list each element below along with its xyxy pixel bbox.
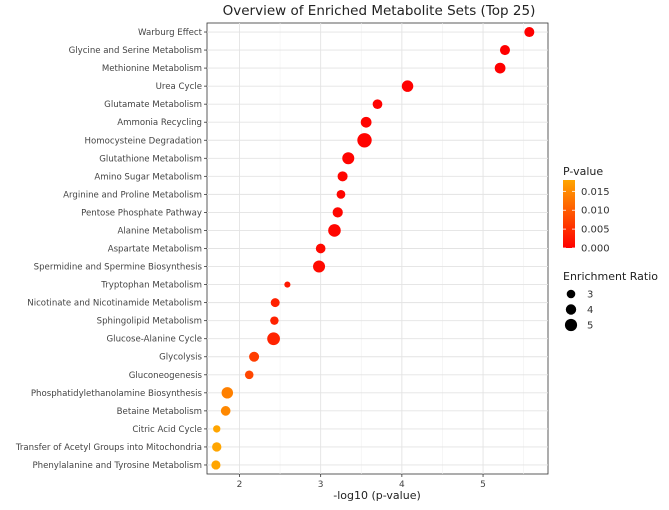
size-legend-key <box>564 318 578 332</box>
y-tick-label: Phosphatidylethanolamine Biosynthesis <box>31 389 203 399</box>
y-tick-label: Spermidine and Spermine Biosynthesis <box>34 263 203 273</box>
data-point <box>221 387 234 399</box>
x-tick-label: 4 <box>399 480 405 490</box>
data-point <box>401 80 414 92</box>
y-tick-label: Urea Cycle <box>156 82 202 92</box>
data-point <box>499 45 510 56</box>
x-tick-label: 5 <box>480 480 486 490</box>
data-point <box>220 406 231 416</box>
y-tick-label: Sphingolipid Metabolism <box>97 317 202 327</box>
y-tick-label: Glycine and Serine Metabolism <box>69 46 202 56</box>
y-tick-label: Alanine Metabolism <box>117 226 202 236</box>
enrichment-ratio-size-legend: Enrichment Ratio 3 4 5 <box>563 270 658 332</box>
y-tick-label: Betaine Metabolism <box>117 407 202 417</box>
data-point <box>315 243 326 254</box>
data-point <box>270 316 279 325</box>
data-point <box>212 442 222 452</box>
size-legend-key <box>566 289 576 299</box>
y-tick-label: Arginine and Proline Metabolism <box>63 190 202 200</box>
color-legend-title: P-value <box>563 165 603 178</box>
y-tick-label: Glutathione Metabolism <box>99 154 202 164</box>
plot-panel <box>206 22 549 475</box>
data-point <box>284 281 291 288</box>
chart-title: Overview of Enriched Metabolite Sets (To… <box>223 3 536 19</box>
data-point <box>524 27 535 38</box>
data-point <box>328 224 341 237</box>
size-legend-label: 4 <box>587 305 593 316</box>
y-tick-label: Homocysteine Degradation <box>85 136 203 146</box>
data-point <box>211 460 221 470</box>
data-point <box>332 207 343 218</box>
y-tick-label: Citric Acid Cycle <box>132 425 202 435</box>
y-tick-label: Tryptophan Metabolism <box>100 281 202 291</box>
x-axis-label: -log10 (p-value) <box>333 489 421 502</box>
y-tick-label: Pentose Phosphate Pathway <box>81 208 202 218</box>
data-point <box>336 189 346 199</box>
y-tick-label: Methionine Metabolism <box>102 64 202 74</box>
size-legend-label: 5 <box>587 321 593 332</box>
data-point <box>267 332 280 346</box>
x-tick-label: 2 <box>237 480 243 490</box>
data-point <box>213 425 221 433</box>
y-tick-label: Transfer of Acetyl Groups into Mitochond… <box>15 443 202 453</box>
y-axis-category-labels: Warburg Effect Glycine and Serine Metabol… <box>15 28 207 471</box>
data-points <box>211 27 535 470</box>
color-legend-label: 0.000 <box>581 244 610 255</box>
y-tick-label: Gluconeogenesis <box>129 371 203 381</box>
data-point <box>337 171 348 182</box>
y-tick-label: Glutamate Metabolism <box>104 100 202 110</box>
color-legend-label: 0.005 <box>581 225 610 236</box>
y-tick-label: Phenylalanine and Tyrosine Metabolism <box>32 461 202 471</box>
size-legend-key <box>565 304 577 315</box>
color-legend-bar <box>563 180 575 248</box>
color-legend-label: 0.015 <box>581 187 610 198</box>
color-legend-label: 0.010 <box>581 206 610 217</box>
y-tick-label: Amino Sugar Metabolism <box>94 172 202 182</box>
y-tick-label: Glycolysis <box>159 353 202 363</box>
data-point <box>249 351 260 362</box>
pvalue-color-legend: P-value 0.000 0.005 0.010 0.015 <box>563 165 610 255</box>
y-tick-label: Aspartate Metabolism <box>108 245 202 255</box>
data-point <box>244 370 254 380</box>
data-point <box>313 260 326 273</box>
size-legend-label: 3 <box>587 290 593 301</box>
data-point <box>357 133 372 148</box>
y-tick-label: Ammonia Recycling <box>117 118 202 128</box>
y-tick-label: Glucose-Alanine Cycle <box>107 335 202 345</box>
x-tick-label: 3 <box>318 480 324 490</box>
data-point <box>270 298 280 308</box>
size-legend-title: Enrichment Ratio <box>563 270 658 283</box>
data-point <box>372 99 383 110</box>
x-axis-ticks: 2 3 4 5 <box>237 474 486 490</box>
data-point <box>494 62 506 74</box>
y-tick-label: Nicotinate and Nicotinamide Metabolism <box>27 299 202 309</box>
data-point <box>342 152 355 165</box>
y-tick-label: Warburg Effect <box>138 28 203 38</box>
data-point <box>360 116 372 128</box>
